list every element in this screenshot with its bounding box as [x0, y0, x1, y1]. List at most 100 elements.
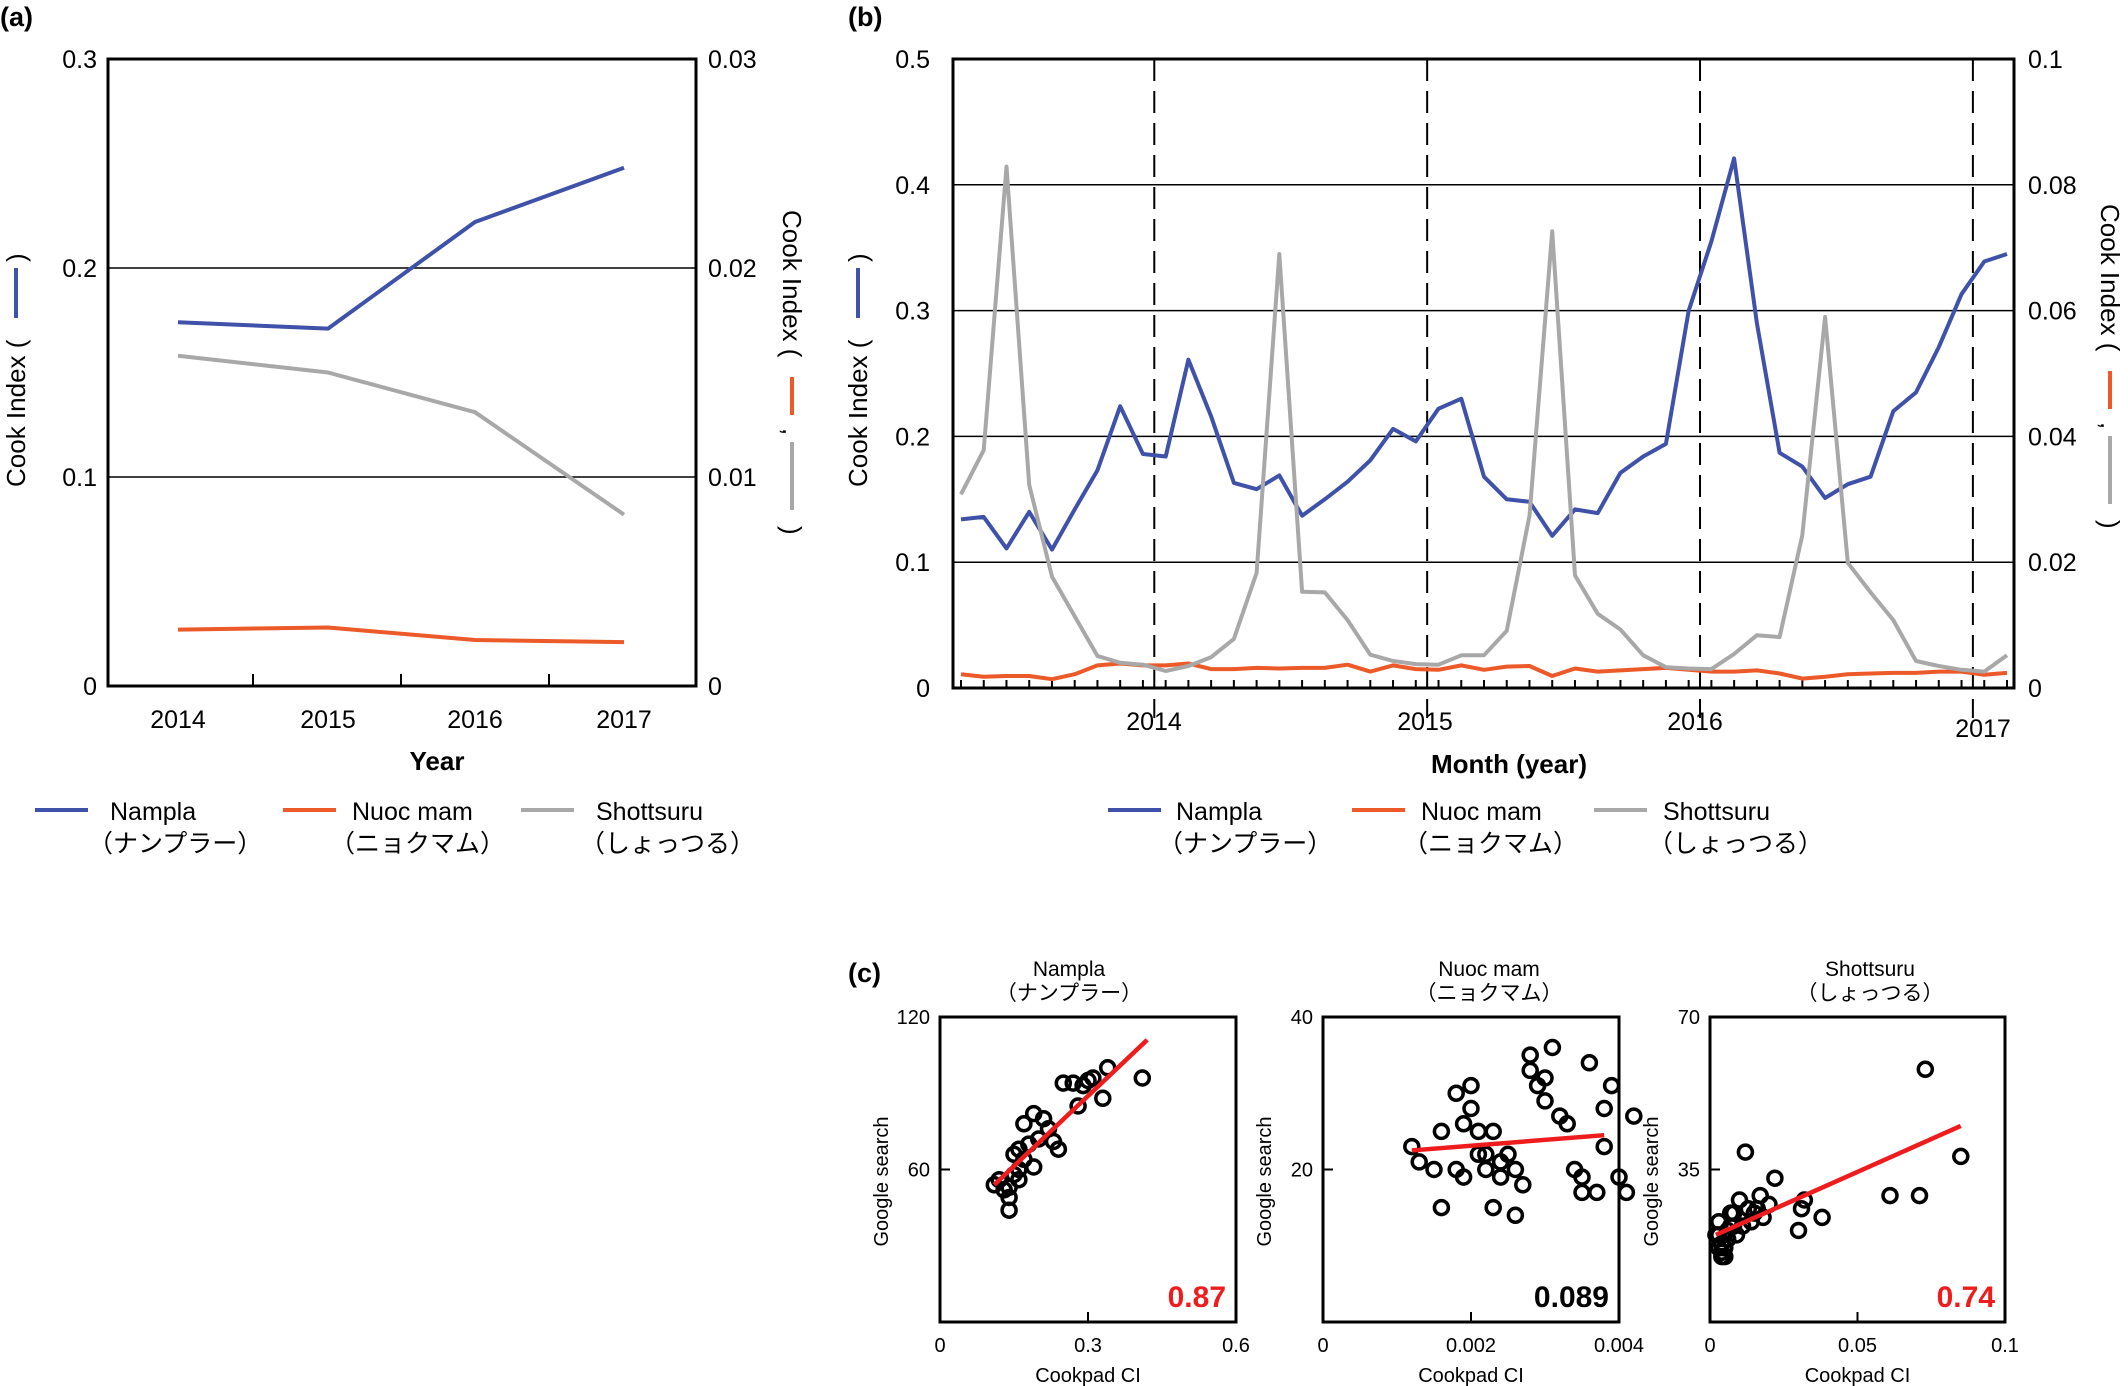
scatter-frame: [1321, 1015, 1621, 1324]
y-tick-label-a: 0.1: [62, 464, 97, 492]
y2-tick-label-b: 0.08: [2028, 172, 2077, 200]
panel-a-label: (a): [0, 2, 33, 32]
scatter-y-tick-label: 120: [897, 1007, 930, 1029]
panel-a-y2-label-text: Cook Index (: [777, 210, 807, 358]
scatterplot-shottsuru: Shottsuru（しょっつる） 35 70 0 0.05 0.1 Cookpad CI Go…: [1641, 958, 2019, 1386]
panel-a-x-label: Year: [410, 746, 465, 776]
legend-b-nuoc-mam-name: Nuoc mam: [1421, 798, 1542, 826]
panel-b-x-ticks: 2014 2015 2016 2017: [960, 680, 2011, 743]
panel-b-series: [959, 156, 2009, 682]
scatter-point: [1602, 1076, 1621, 1095]
scatter-point: [1049, 1140, 1068, 1158]
panel-a-gridlines: [108, 267, 696, 478]
scatter-point: [1000, 1178, 1018, 1197]
y2-tick-label-a: 0: [708, 673, 722, 701]
legend-b-nuoc-mam-sub: （ニョクマム）: [1403, 830, 1578, 858]
scatter-x-tick-label: 0.002: [1446, 1335, 1496, 1357]
scatter-x-tick-label: 0.3: [1074, 1335, 1102, 1357]
scatter-x-label: Cookpad CI: [1035, 1365, 1141, 1386]
legend-a-nampla-sub: （ナンプラー）: [88, 830, 262, 858]
y2-tick-label-a: 0.03: [708, 46, 757, 74]
panel-a-y2-label-close: ): [777, 526, 807, 535]
panel-a-y-ticks: 0 0.1 0.2 0.3: [62, 46, 97, 701]
y-tick-label-b: 0: [916, 675, 930, 703]
scatter-y-tick-label: 70: [1678, 1007, 1700, 1029]
scatter-x-tick-label: 0: [934, 1335, 945, 1357]
scatter-y-tick-label: 20: [1291, 1160, 1313, 1182]
panel-a-y2-label: Cook Index ( , ): [777, 210, 807, 535]
x-tick-label-b: 2017: [1955, 715, 2011, 743]
panel-a-y-label: Cook Index ( ): [1, 253, 31, 487]
panel-a-series: [177, 165, 626, 645]
scatter-y-label: Google search: [1641, 1116, 1663, 1246]
scatter-point: [1484, 1198, 1502, 1217]
panel-b-y-label-close: ): [843, 253, 873, 262]
series-line-b-nampla: [960, 156, 2008, 552]
panel-b-y2-label-close: ): [2095, 520, 2125, 529]
scatter-point: [1447, 1084, 1465, 1103]
y-tick-label-b: 0.1: [895, 549, 930, 577]
x-tick-label-b: 2014: [1126, 708, 1182, 736]
series-line-a-nuoc-mam: [177, 625, 625, 645]
y2-tick-label-a: 0.02: [708, 255, 757, 283]
scatter-point: [1054, 1074, 1073, 1092]
panel-b-y-ticks: 0 0.1 0.2 0.3 0.4 0.5: [895, 46, 930, 703]
panel-b-gridlines: [953, 184, 2014, 563]
series-line-a-nampla: [177, 165, 625, 331]
scatterplot-nampla: Nampla（ナンプラー） 60 120 0 0.3 0.6 Cookpad CI Googl…: [871, 958, 1250, 1386]
x-tick-label-a: 2017: [596, 706, 652, 734]
y-tick-label-a: 0.2: [62, 255, 97, 283]
y-tick-label-b: 0.2: [895, 423, 930, 451]
scatter-x-tick-label: 0.6: [1222, 1335, 1250, 1357]
scatter-point: [1425, 1160, 1443, 1179]
scatter-x-tick-label: 0: [1317, 1335, 1328, 1357]
legend-b-shottsuru-sub: （しょっつる）: [1648, 830, 1823, 858]
x-tick-label-a: 2014: [150, 706, 206, 734]
legend-b-nampla-sub: （ナンプラー）: [1158, 830, 1332, 858]
scatter-point: [1084, 1069, 1102, 1087]
scatter-x-tick-label: 0: [1704, 1335, 1715, 1357]
scatter-r-value: 0.74: [1937, 1281, 1996, 1314]
scatter-point: [1477, 1160, 1495, 1179]
y2-tick-label-a: 0.01: [708, 464, 757, 492]
scatter-y-tick-label: 40: [1291, 1007, 1313, 1029]
x-tick-label-a: 2016: [447, 706, 503, 734]
legend-a-nuoc-mam-sub: （ニョクマム）: [330, 830, 505, 858]
scatter-title: Nampla: [1033, 958, 1106, 981]
legend-a-shottsuru-name: Shottsuru: [596, 798, 703, 826]
scatter-point: [1766, 1169, 1784, 1187]
scatter-point: [1484, 1122, 1502, 1141]
scatter-fit-line: [1714, 1123, 1962, 1237]
scatter-x-label: Cookpad CI: [1418, 1365, 1524, 1386]
scatter-subtitle: （ニョクマム）: [1416, 982, 1563, 1005]
scatter-point: [1952, 1147, 1970, 1166]
scatter-frame: [938, 1015, 1238, 1324]
scatter-point: [1881, 1186, 1899, 1205]
scatter-point: [1506, 1206, 1525, 1225]
y2-tick-label-b: 0.04: [2028, 423, 2077, 451]
panel-a-y2-ticks: 0 0.01 0.02 0.03: [708, 46, 757, 701]
scatter-point: [1536, 1069, 1554, 1087]
scatter-point: [1015, 1115, 1033, 1133]
panel-b-y2-ticks: 0 0.02 0.04 0.06 0.08 0.1: [2028, 46, 2077, 703]
scatterplot-nuoc-mam: Nuoc mam（ニョクマム） 20 40 0 0.002 0.004 Cookpad CI…: [1254, 958, 1644, 1386]
y-tick-label-b: 0.4: [895, 172, 930, 200]
scatter-subtitle: （ナンプラー）: [996, 982, 1142, 1005]
scatter-point: [1558, 1115, 1576, 1133]
scatter-point: [1403, 1137, 1421, 1156]
scatter-x-tick-label: 0.05: [1838, 1335, 1877, 1357]
scatter-point: [1499, 1145, 1517, 1164]
series-line-b-shottsuru: [959, 164, 2009, 674]
scatter-point: [1580, 1054, 1599, 1072]
panel-c: (c) Nampla（ナンプラー） 60 120 0 0.3 0.6 Cookpad CI G…: [848, 958, 2019, 1386]
scatter-point: [1521, 1061, 1539, 1080]
panel-a-y2-label-comma: ,: [777, 428, 807, 435]
scatter-point: [1610, 1168, 1628, 1186]
scatter-point: [1595, 1137, 1613, 1156]
y2-tick-label-b: 0.1: [2028, 46, 2063, 74]
scatter-x-tick-label: 0.1: [1991, 1335, 2019, 1357]
scatter-x-label: Cookpad CI: [1805, 1365, 1911, 1386]
panel-b-frame: [951, 57, 2016, 690]
panel-b-y2-label-text: Cook Index (: [2095, 204, 2125, 352]
scatter-point: [1024, 1158, 1043, 1176]
